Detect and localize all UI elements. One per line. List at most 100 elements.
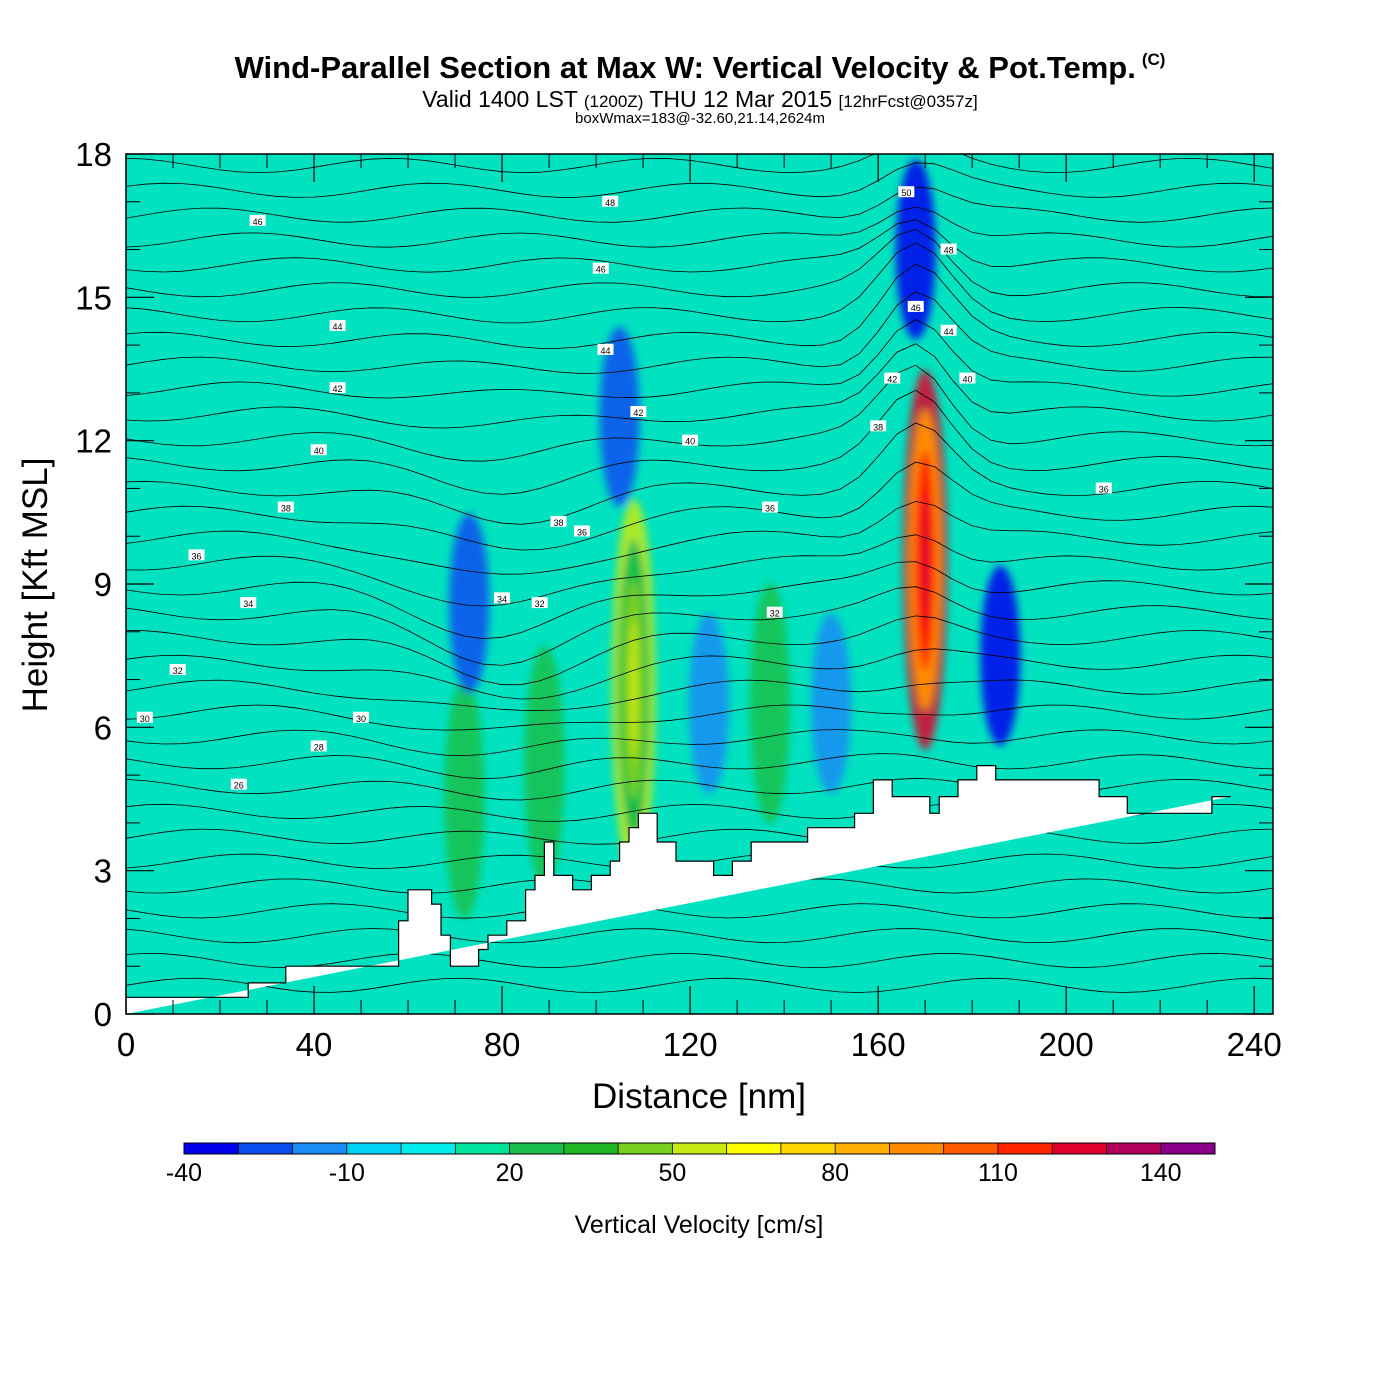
subtitle-zulu: (1200Z) bbox=[583, 92, 644, 111]
theta-contour-line bbox=[126, 364, 1273, 462]
contour-label-bg bbox=[136, 711, 153, 723]
contour-label: 30 bbox=[140, 714, 150, 724]
colorbar: -40 -10 20 50 80 110 140 bbox=[166, 1142, 1216, 1187]
colorbar-swatch bbox=[672, 1143, 728, 1154]
y-axis-label: Height [Kft MSL] bbox=[16, 458, 55, 713]
colorbar-tick-label: 140 bbox=[1140, 1159, 1182, 1187]
theta-contour-line bbox=[126, 291, 1273, 374]
contour-label: 40 bbox=[962, 375, 972, 385]
theta-contour-line bbox=[126, 534, 1273, 607]
colorbar-swatch bbox=[618, 1143, 673, 1154]
theta-contour-line bbox=[126, 219, 1273, 273]
colorbar-swatch bbox=[455, 1143, 511, 1154]
subtitle-date: THU 12 Mar 2015 bbox=[649, 86, 833, 112]
velocity-cell bbox=[449, 513, 490, 694]
x-tick-label: 80 bbox=[484, 1026, 521, 1063]
colorbar-tick-label: -10 bbox=[329, 1159, 365, 1187]
colorbar-swatch bbox=[401, 1143, 456, 1154]
contour-label-bg bbox=[573, 525, 590, 537]
theta-contour-line bbox=[126, 206, 1273, 248]
box-wmax-line: boxWmax=183@-32.60,21.14,2624m bbox=[575, 110, 825, 127]
contour-label: 36 bbox=[192, 551, 202, 561]
colorbar-tick-label: 50 bbox=[658, 1159, 686, 1187]
x-tick-label: 200 bbox=[1039, 1026, 1094, 1063]
contour-label: 46 bbox=[911, 303, 921, 313]
velocity-cell bbox=[811, 613, 852, 794]
x-tick-label: 160 bbox=[851, 1026, 906, 1063]
contour-label: 44 bbox=[944, 327, 954, 337]
contour-label: 32 bbox=[770, 609, 780, 619]
colorbar-swatch bbox=[509, 1143, 565, 1154]
colorbar-swatch bbox=[563, 1143, 619, 1154]
chart-title: Wind-Parallel Section at Max W: Vertical… bbox=[0, 50, 1400, 86]
contour-label-bg bbox=[353, 711, 370, 723]
colorbar-label: Vertical Velocity [cm/s] bbox=[575, 1211, 824, 1239]
contour-label: 40 bbox=[314, 446, 324, 456]
contour-label: 44 bbox=[600, 346, 610, 356]
contour-label-bg bbox=[531, 597, 548, 609]
subtitle-forecast: [12hrFcst@0357z] bbox=[838, 92, 978, 111]
y-tick-label: 12 bbox=[75, 423, 112, 460]
contour-label-bg bbox=[597, 343, 614, 355]
contour-label-bg bbox=[240, 597, 257, 609]
y-tick-label: 0 bbox=[94, 996, 112, 1033]
colorbar-swatch bbox=[835, 1143, 890, 1154]
velocity-cell bbox=[444, 679, 485, 919]
theta-contour-line bbox=[126, 952, 1273, 969]
terrain-mask bbox=[126, 765, 1231, 1014]
contour-label: 48 bbox=[605, 198, 615, 208]
theta-contour-line bbox=[126, 242, 1273, 324]
y-tick-label: 6 bbox=[94, 709, 112, 746]
contour-label-bg bbox=[1095, 482, 1112, 494]
contour-labels: 46 48 46 44 44 42 42 40 40 38 38 36 36 34 34 32 32 32 30 30… bbox=[136, 186, 1112, 791]
contour-label: 38 bbox=[281, 504, 291, 514]
contour-label: 36 bbox=[577, 527, 587, 537]
colorbar-swatch bbox=[238, 1143, 294, 1154]
contour-label-bg bbox=[630, 406, 647, 417]
contour-label: 26 bbox=[234, 781, 244, 791]
contour-label: 34 bbox=[243, 599, 253, 609]
theta-contour-line bbox=[126, 154, 1273, 174]
theta-contour-line bbox=[126, 389, 1273, 495]
contour-label: 40 bbox=[685, 437, 695, 447]
theta-contour-line bbox=[126, 729, 1273, 757]
contour-label-bg bbox=[550, 515, 567, 527]
theta-contour-line bbox=[126, 704, 1273, 731]
colorbar-frame bbox=[183, 1142, 1216, 1155]
theta-contour-line bbox=[126, 977, 1273, 993]
colorbar-swatch bbox=[1106, 1143, 1162, 1154]
theta-contour-line bbox=[126, 615, 1273, 686]
contour-label: 34 bbox=[497, 594, 507, 604]
colorbar-swatch bbox=[184, 1143, 239, 1154]
contour-label: 32 bbox=[535, 599, 545, 609]
velocity-cell bbox=[895, 159, 936, 340]
contour-label: 46 bbox=[253, 217, 263, 227]
colorbar-swatch bbox=[780, 1143, 836, 1154]
velocity-cell bbox=[688, 613, 729, 794]
theta-contour-line bbox=[126, 228, 1273, 298]
theta-contour-line bbox=[126, 162, 1273, 198]
velocity-cell bbox=[750, 583, 791, 824]
copyright-mark: (C) bbox=[1141, 50, 1166, 69]
colorbar-swatch bbox=[889, 1143, 945, 1154]
contour-label-bg bbox=[682, 434, 699, 446]
contour-label: 42 bbox=[887, 375, 897, 385]
contour-label-bg bbox=[870, 420, 887, 432]
colorbar-swatch bbox=[1160, 1143, 1216, 1154]
contour-label-bg bbox=[762, 501, 779, 513]
contour-label-bg bbox=[940, 243, 957, 255]
contour-label-bg bbox=[329, 320, 346, 331]
colorbar-tick-label: -40 bbox=[166, 1159, 202, 1187]
y-tick-label: 18 bbox=[75, 136, 112, 173]
velocity-cell bbox=[980, 565, 1021, 746]
contour-label: 42 bbox=[333, 384, 343, 394]
y-tick-label: 15 bbox=[75, 279, 112, 316]
contour-label: 30 bbox=[356, 714, 366, 724]
theta-contour-line bbox=[126, 186, 1273, 223]
contour-label-bg bbox=[310, 444, 327, 456]
colorbar-swatch bbox=[726, 1143, 782, 1154]
contour-label-bg bbox=[494, 592, 511, 604]
contour-label-bg bbox=[898, 186, 915, 198]
